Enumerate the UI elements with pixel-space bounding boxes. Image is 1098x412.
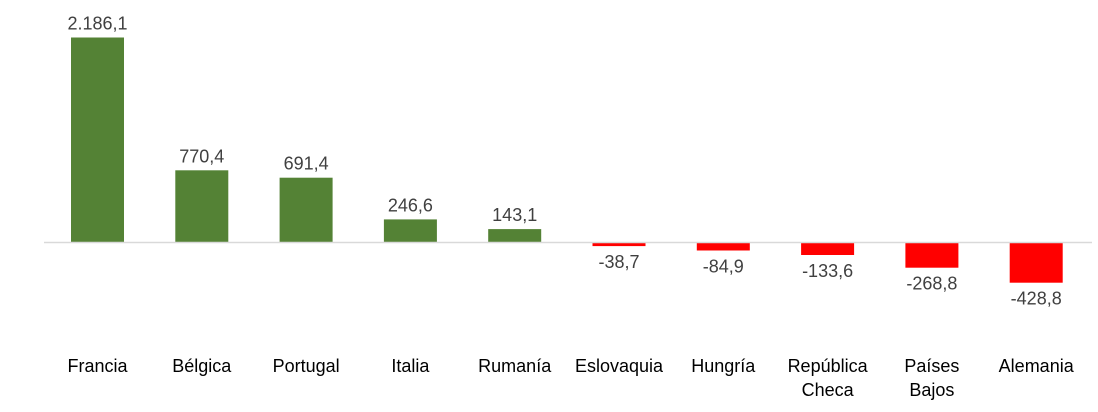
value-labels-layer: 2.186,1 770,4 691,4 246,6 143,1 -38,7 -84,9 -13… [67, 14, 1061, 309]
category-label-9: Alemania [999, 356, 1075, 376]
bar-9 [1009, 242, 1063, 283]
bar-4 [488, 229, 542, 243]
category-label-0: Francia [67, 356, 128, 376]
bar-2 [279, 177, 333, 243]
bar-6 [696, 242, 750, 251]
value-label-6: -84,9 [703, 257, 744, 277]
value-label-0: 2.186,1 [67, 14, 127, 34]
category-label-7-line-0: República [788, 356, 869, 376]
category-label-6: Hungría [691, 356, 756, 376]
bar-0 [71, 37, 124, 243]
bars-layer [71, 37, 1063, 283]
category-labels-layer: Francia Bélgica Portugal Italia Rumanía Eslov… [67, 356, 1074, 400]
value-label-5: -38,7 [598, 252, 639, 272]
category-label-1: Bélgica [172, 356, 232, 376]
category-label-8-line-0: Países [904, 356, 959, 376]
value-label-8: -268,8 [906, 274, 957, 294]
bar-8 [905, 242, 959, 268]
category-label-7-line-1: Checa [802, 380, 855, 400]
value-label-1: 770,4 [179, 146, 224, 166]
value-label-9: -428,8 [1011, 289, 1062, 309]
value-label-4: 143,1 [492, 205, 537, 225]
category-label-3: Italia [391, 356, 430, 376]
category-label-2: Portugal [273, 356, 340, 376]
value-label-2: 691,4 [284, 154, 329, 174]
bar-1 [175, 170, 229, 243]
category-label-8-line-1: Bajos [909, 380, 954, 400]
bar-3 [383, 219, 437, 243]
bar-7 [801, 242, 855, 255]
bar-5 [592, 242, 646, 247]
value-label-7: -133,6 [802, 261, 853, 281]
category-label-4: Rumanía [478, 356, 552, 376]
value-label-3: 246,6 [388, 195, 433, 215]
category-label-5: Eslovaquia [575, 356, 664, 376]
